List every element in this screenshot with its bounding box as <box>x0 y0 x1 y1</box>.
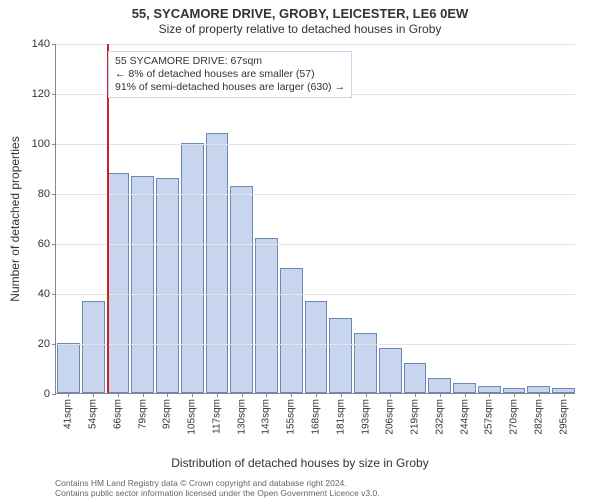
xtick-label: 130sqm <box>236 399 247 435</box>
xtick-mark <box>68 393 69 397</box>
annotation-line: ← 8% of detached houses are smaller (57) <box>115 68 345 81</box>
xtick-mark <box>465 393 466 397</box>
xtick-label: 295sqm <box>558 399 569 435</box>
xtick-label: 257sqm <box>484 399 495 435</box>
xtick-mark <box>242 393 243 397</box>
xtick-label: 168sqm <box>311 399 322 435</box>
xtick-mark <box>316 393 317 397</box>
xtick-label: 66sqm <box>112 399 123 429</box>
xtick-label: 117sqm <box>211 399 222 434</box>
ytick-label: 120 <box>32 88 50 100</box>
xtick-label: 232sqm <box>434 399 445 435</box>
plot-region: Number of detached properties 0204060801… <box>55 44 575 394</box>
xtick-label: 193sqm <box>360 399 371 435</box>
histogram-bar <box>379 348 402 393</box>
xtick-label: 270sqm <box>509 399 520 435</box>
xtick-mark <box>217 393 218 397</box>
xtick-mark <box>118 393 119 397</box>
annotation-line: 55 SYCAMORE DRIVE: 67sqm <box>115 55 345 68</box>
xtick-label: 206sqm <box>385 399 396 435</box>
xtick-label: 282sqm <box>533 399 544 435</box>
ytick-label: 20 <box>38 338 50 350</box>
xtick-mark <box>564 393 565 397</box>
histogram-bar <box>354 333 377 393</box>
histogram-bar <box>230 186 253 394</box>
xtick-mark <box>366 393 367 397</box>
xtick-mark <box>93 393 94 397</box>
xtick-label: 143sqm <box>261 399 272 435</box>
xtick-mark <box>167 393 168 397</box>
xtick-label: 92sqm <box>162 399 173 429</box>
ytick-label: 140 <box>32 38 50 50</box>
xtick-label: 54sqm <box>88 399 99 429</box>
ytick-mark <box>52 344 56 345</box>
histogram-bar <box>280 268 303 393</box>
xtick-mark <box>266 393 267 397</box>
xtick-mark <box>341 393 342 397</box>
histogram-bar <box>453 383 476 393</box>
xtick-mark <box>390 393 391 397</box>
ytick-mark <box>52 394 56 395</box>
credits-line: Contains HM Land Registry data © Crown c… <box>55 478 380 488</box>
xtick-mark <box>192 393 193 397</box>
histogram-bar <box>527 386 550 394</box>
gridline <box>56 244 575 245</box>
histogram-bar <box>131 176 154 394</box>
histogram-bar <box>156 178 179 393</box>
ytick-label: 60 <box>38 238 50 250</box>
ytick-label: 100 <box>32 138 50 150</box>
xtick-label: 181sqm <box>335 399 346 435</box>
ytick-mark <box>52 294 56 295</box>
x-axis-label: Distribution of detached houses by size … <box>171 456 428 470</box>
xtick-mark <box>440 393 441 397</box>
chart-subtitle: Size of property relative to detached ho… <box>0 22 600 40</box>
histogram-bar <box>305 301 328 394</box>
ytick-label: 0 <box>44 388 50 400</box>
credits: Contains HM Land Registry data © Crown c… <box>55 478 380 498</box>
histogram-bar <box>478 386 501 394</box>
y-axis-label: Number of detached properties <box>8 136 22 301</box>
gridline <box>56 294 575 295</box>
xtick-mark <box>415 393 416 397</box>
histogram-bar <box>181 143 204 393</box>
plot-area: 02040608010012014041sqm54sqm66sqm79sqm92… <box>55 44 575 394</box>
xtick-mark <box>489 393 490 397</box>
histogram-bar <box>404 363 427 393</box>
gridline <box>56 344 575 345</box>
xtick-mark <box>514 393 515 397</box>
ytick-mark <box>52 44 56 45</box>
chart-container: 55, SYCAMORE DRIVE, GROBY, LEICESTER, LE… <box>0 0 600 500</box>
ytick-mark <box>52 194 56 195</box>
histogram-bar <box>428 378 451 393</box>
gridline <box>56 44 575 45</box>
gridline <box>56 144 575 145</box>
xtick-label: 79sqm <box>137 399 148 429</box>
xtick-mark <box>539 393 540 397</box>
histogram-bar <box>329 318 352 393</box>
histogram-bar <box>206 133 229 393</box>
gridline <box>56 194 575 195</box>
ytick-label: 80 <box>38 188 50 200</box>
histogram-bar <box>255 238 278 393</box>
xtick-label: 105sqm <box>187 399 198 435</box>
credits-line: Contains public sector information licen… <box>55 488 380 498</box>
histogram-bar <box>57 343 80 393</box>
ytick-mark <box>52 144 56 145</box>
xtick-label: 155sqm <box>286 399 297 435</box>
ytick-mark <box>52 94 56 95</box>
xtick-mark <box>143 393 144 397</box>
xtick-label: 244sqm <box>459 399 470 435</box>
ytick-label: 40 <box>38 288 50 300</box>
xtick-label: 41sqm <box>63 399 74 429</box>
histogram-bar <box>82 301 105 394</box>
chart-title: 55, SYCAMORE DRIVE, GROBY, LEICESTER, LE… <box>0 0 600 22</box>
annotation-box: 55 SYCAMORE DRIVE: 67sqm← 8% of detached… <box>108 51 352 98</box>
annotation-line: 91% of semi-detached houses are larger (… <box>115 81 345 94</box>
xtick-label: 219sqm <box>410 399 421 435</box>
histogram-bar <box>107 173 130 393</box>
xtick-mark <box>291 393 292 397</box>
ytick-mark <box>52 244 56 245</box>
